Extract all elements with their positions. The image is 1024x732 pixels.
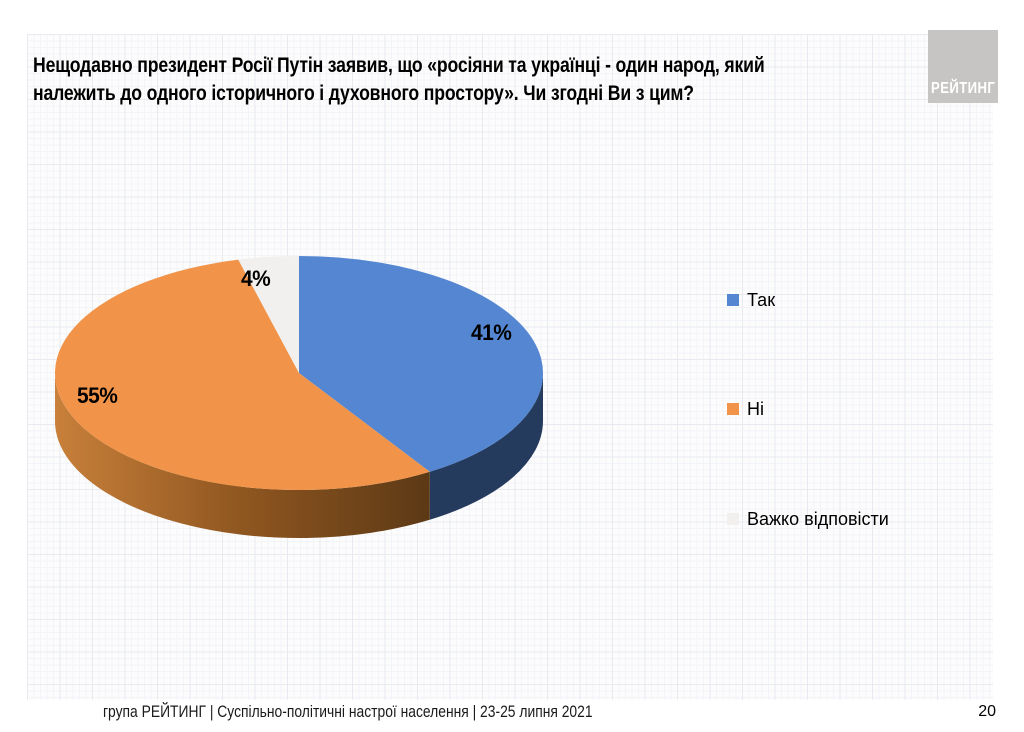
legend-swatch-blue-icon xyxy=(727,294,739,306)
legend-label-ni: Ні xyxy=(747,398,764,419)
rating-group-logo: РЕЙТИНГ xyxy=(928,30,998,103)
footer-source-text: група РЕЙТИНГ | Суспільно-політичні наст… xyxy=(103,703,593,721)
slide-background-grid xyxy=(27,34,993,700)
legend-label-tak: Так xyxy=(747,289,776,310)
pie-label-vazhko: 4% xyxy=(241,266,271,291)
pie-label-ni: 55% xyxy=(77,383,118,408)
legend-item-vazhko: Важко відповісти xyxy=(727,509,889,529)
legend-label-vazhko: Важко відповісти xyxy=(747,508,889,529)
legend-item-ni: Ні xyxy=(727,399,764,419)
question-title: Нещодавно президент Росії Путін заявив, … xyxy=(33,51,765,107)
question-title-line-2: належить до одного історичного і духовно… xyxy=(33,81,694,105)
legend-swatch-white-icon xyxy=(727,513,739,525)
question-title-line-1: Нещодавно президент Росії Путін заявив, … xyxy=(33,53,765,77)
legend-item-tak: Так xyxy=(727,290,775,310)
legend-swatch-orange-icon xyxy=(727,403,739,415)
page-number: 20 xyxy=(978,703,996,720)
rating-logo-text: РЕЙТИНГ xyxy=(930,80,996,97)
pie-label-tak: 41% xyxy=(471,320,512,345)
